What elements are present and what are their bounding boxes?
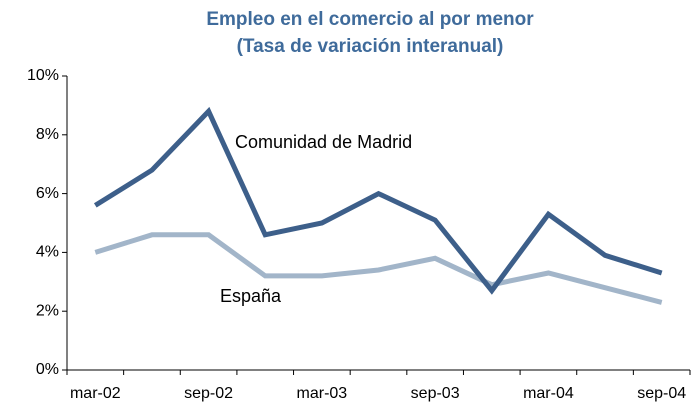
- series-label: Comunidad de Madrid: [235, 132, 412, 152]
- y-tick-label: 10%: [27, 67, 59, 84]
- x-tick-label: mar-04: [523, 385, 574, 402]
- y-tick-label: 2%: [36, 302, 59, 319]
- y-tick-label: 4%: [36, 244, 59, 261]
- series-line: [94, 232, 663, 305]
- y-tick-label: 6%: [36, 185, 59, 202]
- series-line: [93, 106, 663, 295]
- chart-subtitle: (Tasa de variación interanual): [237, 36, 504, 57]
- x-tick-label: mar-03: [297, 385, 348, 402]
- chart-title: Empleo en el comercio al por menor: [206, 9, 534, 30]
- x-tick-label: sep-03: [411, 385, 460, 402]
- y-tick-label: 8%: [36, 126, 59, 143]
- x-tick-label: sep-04: [637, 385, 686, 402]
- x-tick-label: sep-02: [184, 385, 233, 402]
- series-label: España: [220, 286, 282, 306]
- x-tick-label: mar-02: [70, 385, 121, 402]
- y-tick-label: 0%: [36, 361, 59, 378]
